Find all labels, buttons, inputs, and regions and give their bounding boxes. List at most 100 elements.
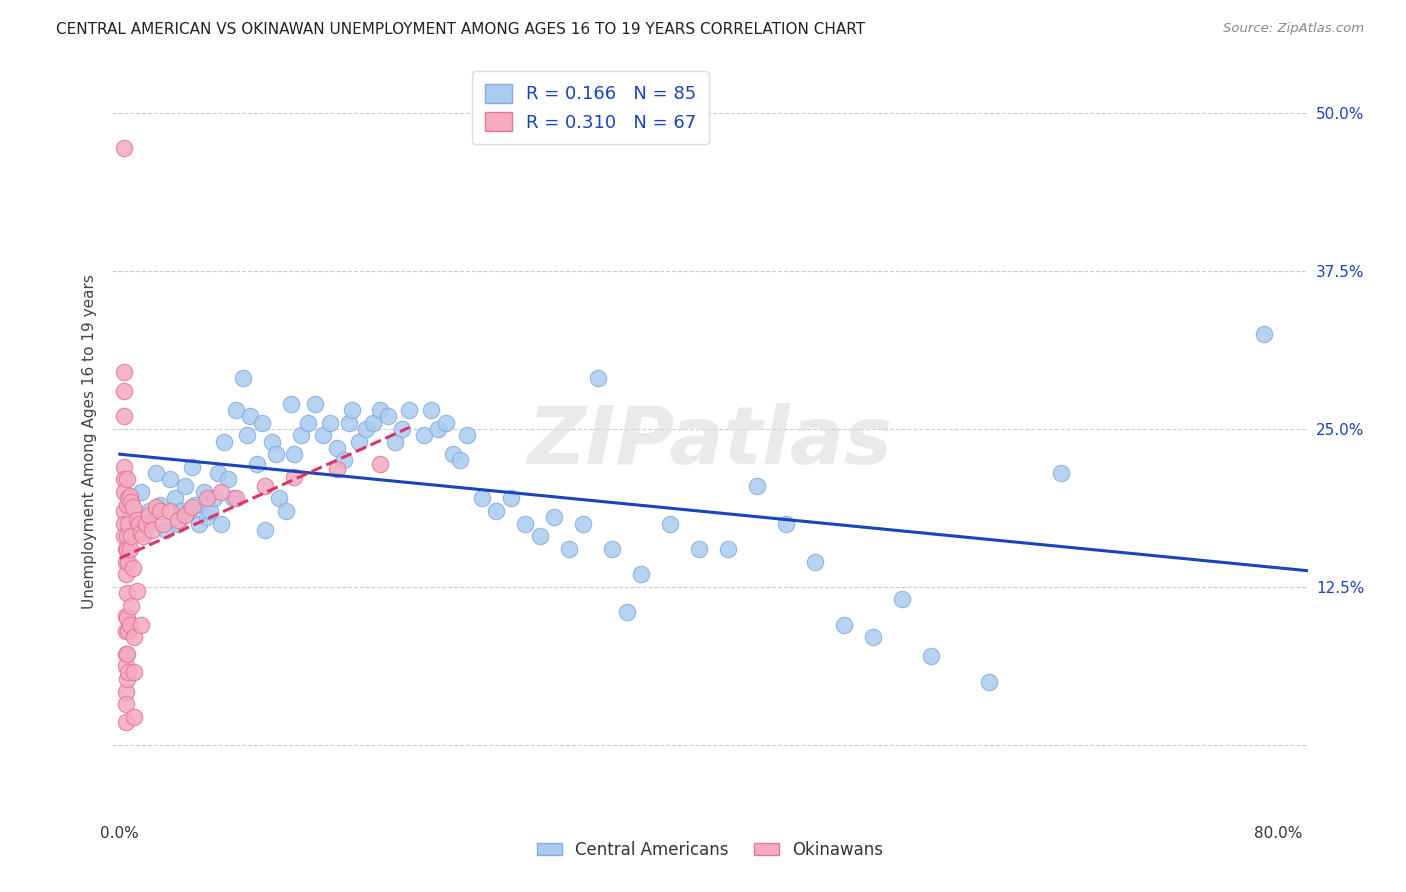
Point <box>333 453 356 467</box>
Point <box>166 513 188 527</box>
Point <box>169 504 191 518</box>
Point <box>337 416 360 430</box>
Point <box>181 500 204 515</box>
Point <box>117 516 139 531</box>
Point <box>115 672 138 686</box>
Point <box>195 491 218 506</box>
Point <box>114 647 136 661</box>
Point <box>434 416 457 430</box>
Point <box>193 485 215 500</box>
Point <box>152 516 174 531</box>
Point <box>804 555 827 569</box>
Point <box>659 516 682 531</box>
Point <box>149 498 172 512</box>
Point <box>117 491 139 506</box>
Y-axis label: Unemployment Among Ages 16 to 19 years: Unemployment Among Ages 16 to 19 years <box>82 274 97 609</box>
Point <box>120 599 142 613</box>
Point <box>391 422 413 436</box>
Point <box>122 665 145 679</box>
Point <box>179 504 201 518</box>
Point <box>115 529 138 543</box>
Point <box>115 541 138 556</box>
Point <box>202 491 225 506</box>
Point <box>326 441 349 455</box>
Point <box>141 523 163 537</box>
Point <box>311 428 333 442</box>
Point <box>413 428 436 442</box>
Point <box>370 457 392 471</box>
Point <box>114 685 136 699</box>
Point <box>977 674 1000 689</box>
Point <box>280 396 302 410</box>
Point <box>283 470 305 484</box>
Point <box>236 428 259 442</box>
Point <box>572 516 595 531</box>
Point <box>127 583 149 598</box>
Point <box>195 510 218 524</box>
Point <box>181 459 204 474</box>
Point <box>122 631 145 645</box>
Point <box>326 462 349 476</box>
Point <box>159 504 181 518</box>
Point <box>225 403 247 417</box>
Point <box>920 649 942 664</box>
Point <box>449 453 471 467</box>
Point <box>354 422 377 436</box>
Point <box>515 516 537 531</box>
Point <box>267 491 290 506</box>
Point <box>112 384 135 398</box>
Point <box>529 529 551 543</box>
Point <box>427 422 450 436</box>
Point <box>112 409 135 424</box>
Point <box>304 396 326 410</box>
Point <box>145 466 167 480</box>
Point <box>174 508 197 522</box>
Point <box>775 516 797 531</box>
Point <box>120 495 142 509</box>
Point <box>207 466 229 480</box>
Point <box>384 434 406 449</box>
Point <box>260 434 283 449</box>
Point <box>149 504 172 518</box>
Point <box>155 523 177 537</box>
Point <box>290 428 312 442</box>
Point <box>471 491 494 506</box>
Point <box>891 592 914 607</box>
Point <box>112 365 135 379</box>
Point <box>246 457 269 471</box>
Point <box>122 710 145 724</box>
Point <box>166 516 188 531</box>
Point <box>616 605 638 619</box>
Point <box>117 555 139 569</box>
Point <box>120 529 142 543</box>
Point <box>283 447 305 461</box>
Point <box>239 409 262 424</box>
Point <box>112 516 135 531</box>
Point <box>114 715 136 730</box>
Point <box>114 555 136 569</box>
Point <box>198 504 221 518</box>
Point <box>347 434 370 449</box>
Point <box>370 403 392 417</box>
Point <box>145 500 167 515</box>
Point <box>135 516 157 531</box>
Point <box>118 617 141 632</box>
Point <box>225 491 247 506</box>
Point <box>600 541 623 556</box>
Point <box>441 447 464 461</box>
Point <box>832 617 855 632</box>
Point <box>499 491 522 506</box>
Point <box>340 403 363 417</box>
Point <box>630 567 652 582</box>
Point <box>361 416 384 430</box>
Point <box>117 624 139 639</box>
Point <box>112 529 135 543</box>
Point <box>253 523 276 537</box>
Point <box>132 529 155 543</box>
Point <box>398 403 420 417</box>
Point <box>543 510 565 524</box>
Point <box>131 617 153 632</box>
Point <box>1253 327 1275 342</box>
Point <box>115 611 138 625</box>
Point <box>112 473 135 487</box>
